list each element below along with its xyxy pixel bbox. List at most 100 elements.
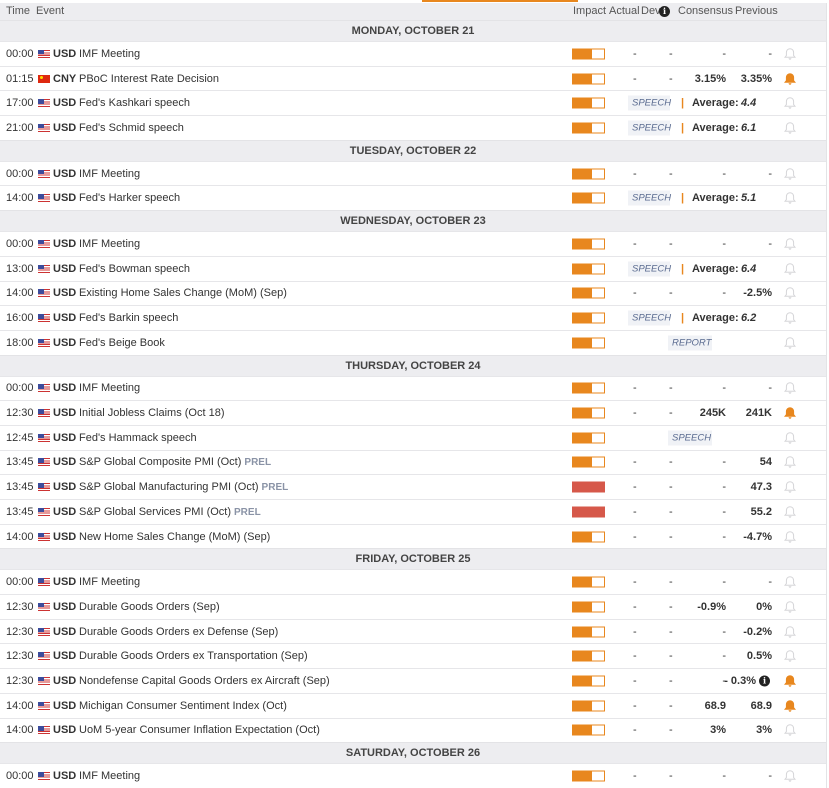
- event-name[interactable]: S&P Global Composite PMI (Oct) PREL: [79, 456, 271, 468]
- event-name[interactable]: IMF Meeting: [79, 770, 140, 782]
- bell-icon[interactable]: [783, 724, 797, 737]
- event-name-text: PBoC Interest Rate Decision: [79, 72, 220, 85]
- event-name[interactable]: IMF Meeting: [79, 576, 140, 588]
- bell-icon[interactable]: [783, 237, 797, 250]
- event-row[interactable]: 21:00 USD Fed's Schmid speech SPEECH | A…: [0, 115, 826, 140]
- event-name[interactable]: Existing Home Sales Change (MoM) (Sep): [79, 287, 287, 299]
- event-name[interactable]: Durable Goods Orders ex Transportation (…: [79, 650, 308, 662]
- event-row[interactable]: 00:00 USD IMF Meeting - - - -: [0, 41, 826, 66]
- event-name[interactable]: Durable Goods Orders ex Defense (Sep): [79, 626, 278, 638]
- event-row[interactable]: 00:00 USD IMF Meeting - - - -: [0, 763, 826, 788]
- event-name[interactable]: IMF Meeting: [79, 382, 140, 394]
- event-row[interactable]: 12:30 USD Durable Goods Orders (Sep) - -…: [0, 594, 826, 619]
- event-name[interactable]: Fed's Kashkari speech: [79, 97, 190, 109]
- event-row[interactable]: 14:00 USD Existing Home Sales Change (Mo…: [0, 280, 826, 306]
- bell-active-icon[interactable]: [783, 72, 797, 85]
- event-row[interactable]: 18:00 USD Fed's Beige Book REPORT: [0, 329, 826, 355]
- event-row[interactable]: 12:30 USD Initial Jobless Claims (Oct 18…: [0, 400, 826, 425]
- event-name[interactable]: Initial Jobless Claims (Oct 18): [79, 407, 225, 419]
- col-time[interactable]: Time: [6, 5, 31, 17]
- event-row[interactable]: 12:30 USD Nondefense Capital Goods Order…: [0, 668, 826, 693]
- event-name[interactable]: S&P Global Services PMI (Oct) PREL: [79, 506, 261, 518]
- bell-icon[interactable]: [783, 431, 797, 444]
- event-row[interactable]: 12:30 USD Durable Goods Orders ex Defens…: [0, 618, 826, 644]
- bell-icon[interactable]: [783, 97, 797, 110]
- deviation-value: -: [669, 576, 673, 589]
- event-row[interactable]: 12:45 USD Fed's Hammack speech SPEECH: [0, 424, 826, 450]
- bell-icon[interactable]: [783, 192, 797, 205]
- event-row[interactable]: 00:00 USD IMF Meeting - - - -: [0, 231, 826, 256]
- actual-value: -: [633, 530, 637, 543]
- bell-icon[interactable]: [783, 312, 797, 325]
- event-name[interactable]: Fed's Barkin speech: [79, 312, 178, 324]
- bell-icon[interactable]: [783, 481, 797, 494]
- event-name[interactable]: Michigan Consumer Sentiment Index (Oct): [79, 700, 287, 712]
- event-name-text: Michigan Consumer Sentiment Index (Oct): [79, 699, 287, 712]
- event-row[interactable]: 13:45 USD S&P Global Services PMI (Oct) P…: [0, 499, 826, 524]
- event-name[interactable]: Fed's Beige Book: [79, 337, 165, 349]
- bell-icon[interactable]: [783, 287, 797, 300]
- event-row[interactable]: 12:30 USD Durable Goods Orders ex Transp…: [0, 643, 826, 668]
- col-consensus[interactable]: Consensus: [678, 5, 734, 17]
- event-name[interactable]: S&P Global Manufacturing PMI (Oct) PREL: [79, 481, 288, 493]
- usd-flag-icon: [38, 338, 50, 347]
- event-name[interactable]: Fed's Harker speech: [79, 192, 180, 204]
- consensus-value: 3%: [710, 724, 726, 737]
- event-name[interactable]: Fed's Schmid speech: [79, 122, 184, 134]
- event-row[interactable]: 00:00 USD IMF Meeting - - - -: [0, 160, 826, 186]
- bell-icon[interactable]: [783, 382, 797, 395]
- bell-icon[interactable]: [783, 456, 797, 469]
- event-row[interactable]: 14:00 USD UoM 5-year Consumer Inflation …: [0, 717, 826, 743]
- bell-active-icon[interactable]: [783, 674, 797, 687]
- event-row[interactable]: 01:15 CNY PBoC Interest Rate Decision - …: [0, 65, 826, 91]
- col-event[interactable]: Event: [36, 5, 65, 17]
- event-currency: USD: [53, 576, 77, 589]
- bell-icon[interactable]: [783, 47, 797, 60]
- col-actual[interactable]: Actual: [609, 5, 640, 17]
- event-name[interactable]: UoM 5-year Consumer Inflation Expectatio…: [79, 724, 320, 736]
- previous-revised-info-icon[interactable]: i: [759, 675, 770, 687]
- bell-icon[interactable]: [783, 530, 797, 543]
- previous-value: -: [768, 167, 772, 180]
- dev-info-icon[interactable]: i: [659, 6, 670, 17]
- event-name[interactable]: Fed's Hammack speech: [79, 432, 197, 444]
- bell-icon[interactable]: [783, 650, 797, 663]
- bell-icon[interactable]: [783, 576, 797, 589]
- col-previous[interactable]: Previous: [735, 5, 778, 17]
- event-name[interactable]: IMF Meeting: [79, 238, 140, 250]
- event-row[interactable]: 14:00 USD New Home Sales Change (MoM) (S…: [0, 523, 826, 549]
- event-name[interactable]: IMF Meeting: [79, 168, 140, 180]
- event-name[interactable]: New Home Sales Change (MoM) (Sep): [79, 531, 270, 543]
- event-row[interactable]: 16:00 USD Fed's Barkin speech SPEECH | A…: [0, 305, 826, 330]
- bell-icon[interactable]: [783, 625, 797, 638]
- bell-icon[interactable]: [783, 121, 797, 134]
- deviation-value: -: [669, 382, 673, 395]
- event-currency: USD: [53, 481, 77, 494]
- bell-icon[interactable]: [783, 600, 797, 613]
- deviation-value: -: [669, 650, 673, 663]
- event-name[interactable]: PBoC Interest Rate Decision: [79, 73, 219, 85]
- event-row[interactable]: 13:45 USD S&P Global Manufacturing PMI (…: [0, 474, 826, 499]
- bell-icon[interactable]: [783, 167, 797, 180]
- col-impact[interactable]: Impact: [573, 5, 607, 17]
- bell-active-icon[interactable]: [783, 699, 797, 712]
- event-row[interactable]: 14:00 USD Michigan Consumer Sentiment In…: [0, 692, 826, 718]
- event-row[interactable]: 17:00 USD Fed's Kashkari speech SPEECH |…: [0, 90, 826, 115]
- event-time: 14:00: [6, 530, 34, 543]
- bell-active-icon[interactable]: [783, 407, 797, 420]
- event-name[interactable]: Nondefense Capital Goods Orders ex Aircr…: [79, 675, 330, 687]
- bell-icon[interactable]: [783, 262, 797, 275]
- previous-value: -0.2%: [743, 625, 772, 638]
- event-name[interactable]: Durable Goods Orders (Sep): [79, 601, 220, 613]
- bell-icon[interactable]: [783, 336, 797, 349]
- event-name[interactable]: Fed's Bowman speech: [79, 263, 190, 275]
- bell-icon[interactable]: [783, 770, 797, 783]
- event-row[interactable]: 13:00 USD Fed's Bowman speech SPEECH | A…: [0, 255, 826, 281]
- event-row[interactable]: 13:45 USD S&P Global Composite PMI (Oct)…: [0, 449, 826, 475]
- col-dev[interactable]: Dev: [641, 5, 661, 17]
- event-row[interactable]: 14:00 USD Fed's Harker speech SPEECH | A…: [0, 185, 826, 210]
- bell-icon[interactable]: [783, 505, 797, 518]
- event-row[interactable]: 00:00 USD IMF Meeting - - - -: [0, 375, 826, 401]
- event-row[interactable]: 00:00 USD IMF Meeting - - - -: [0, 569, 826, 594]
- event-name[interactable]: IMF Meeting: [79, 48, 140, 60]
